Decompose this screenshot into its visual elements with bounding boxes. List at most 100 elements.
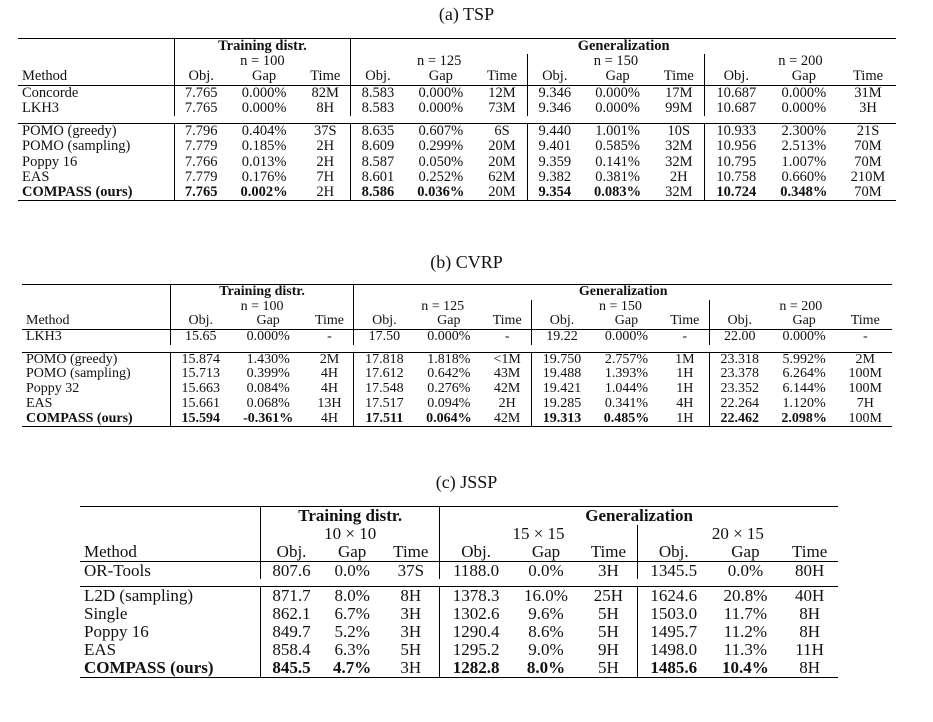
gap-value: 0.399% [246, 366, 290, 382]
method-name: POMO (sampling) [26, 366, 131, 382]
obj-value: 8.609 [350, 139, 405, 155]
gap-value: 0.000% [230, 329, 306, 345]
obj-value: 19.285 [531, 396, 593, 412]
obj-value: 23.352 [708, 381, 770, 397]
gap-value: 0.252% [418, 168, 464, 185]
column-label: Gap [614, 313, 639, 329]
gap-value: 1.120% [782, 395, 826, 411]
time-value: 3H [400, 604, 422, 624]
time-value: 2H [316, 138, 335, 155]
method-name: LKH3 [22, 99, 60, 116]
gap-value: 0.064% [414, 411, 484, 428]
tsp-caption: (a) TSP [438, 4, 495, 24]
column-label: Obj. [353, 313, 415, 330]
method-name: COMPASS (ours) [22, 411, 171, 428]
gap-value: 0.083% [581, 184, 654, 202]
obj-value: 7.779 [173, 139, 228, 155]
gap-value: 6.144% [782, 381, 826, 397]
column-label: Time [590, 541, 627, 561]
obj-value: 15.874 [169, 351, 231, 368]
obj-value: 845.5 [260, 658, 322, 678]
obj-value: 9.382 [527, 169, 582, 185]
obj-value: 862.1 [260, 605, 322, 624]
obj-value: 17.511 [353, 411, 415, 428]
column-label: Gap [531, 541, 561, 561]
time-value: 8H [382, 586, 440, 606]
table-row: OR-Tools 807.6 0.0% 37S 1188.0 0.0% 3H 1345.5 0.… [80, 560, 838, 580]
time-value: 4H [320, 381, 339, 397]
obj-value: 17.517 [353, 396, 415, 412]
gap-value: 0.185% [241, 138, 287, 155]
size-label: n = 125 [350, 53, 528, 70]
gap-value: 0.485% [592, 411, 661, 428]
time-value: 8H [799, 622, 821, 642]
column-label: Gap [428, 68, 453, 85]
obj-value: 9.440 [527, 123, 582, 140]
obj-value: 17.548 [353, 381, 415, 397]
column-label: Gap [256, 313, 280, 329]
gap-value: 0.348% [767, 184, 840, 202]
gap-value: 0.607% [404, 123, 477, 140]
method-name: Poppy 32 [26, 381, 80, 397]
method-name: EAS [26, 395, 53, 411]
gap-value: 11.2% [723, 622, 768, 642]
gap-value: 0.000% [769, 329, 839, 345]
time-value: 21S [840, 123, 896, 140]
time-value: 3H [382, 658, 440, 678]
gap-value: 0.276% [427, 381, 471, 397]
time-value: 8H [781, 658, 838, 678]
gap-value: 8.6% [528, 622, 564, 642]
time-value: 70M [854, 138, 882, 155]
method-name: Poppy 16 [22, 153, 78, 170]
size-label: n = 150 [527, 53, 705, 70]
obj-value: 1503.0 [636, 605, 710, 624]
gap-value: 0.000% [414, 329, 484, 345]
time-value: 3H [579, 560, 638, 580]
time-value: 1M [660, 351, 710, 368]
time-value: 6S [476, 123, 528, 140]
training-header: Training distr. [260, 505, 440, 525]
obj-value: 19.750 [531, 351, 593, 368]
table-row: POMO (sampling) 7.779 0.185% 2H 8.609 0.299% 2… [18, 138, 896, 155]
method-name: LKH3 [22, 329, 171, 345]
obj-value: 9.401 [527, 139, 582, 155]
column-header-row: Method Obj. Gap Time Obj. Gap Time Obj. Gap Time O… [22, 313, 892, 330]
gap-value: 0.050% [418, 153, 464, 170]
table-row: POMO (greedy) 15.874 1.430% 2M 17.818 1.818% <… [22, 351, 892, 368]
obj-value: 10.795 [703, 154, 768, 170]
size-label: n = 150 [531, 299, 710, 315]
obj-value: 1485.6 [636, 658, 710, 678]
gap-value: 2.098% [769, 411, 839, 428]
size-label: n = 125 [353, 299, 532, 315]
time-value: 2M [305, 351, 354, 368]
obj-value: 8.583 [350, 100, 405, 117]
time-value: - [838, 329, 892, 345]
obj-value: 1188.0 [439, 560, 513, 580]
method-name: POMO (sampling) [22, 138, 131, 155]
column-label: Obj. [636, 542, 710, 562]
size-label: n = 100 [173, 53, 351, 70]
gap-value: 2.757% [592, 351, 661, 368]
time-value: 32M [665, 153, 693, 170]
table-row: EAS 858.4 6.3% 5H 1295.2 9.0% 9H 1498.0 11.3% 11H [80, 641, 838, 659]
method-spacer [18, 38, 175, 55]
column-label: Time [850, 313, 880, 329]
size-label: 20 × 15 [636, 524, 838, 543]
obj-value: 7.766 [173, 154, 228, 170]
gap-value: 11.3% [723, 639, 768, 659]
time-value: 80H [781, 560, 838, 580]
gap-value: 4.7% [321, 658, 383, 678]
obj-value: 19.488 [531, 367, 593, 383]
table-row: POMO (sampling) 15.713 0.399% 4H 17.612 0.642… [22, 366, 892, 383]
obj-value: 9.346 [527, 100, 582, 117]
gap-value: 1.430% [230, 351, 306, 368]
gap-value: 1.044% [604, 381, 649, 397]
obj-value: 9.359 [527, 154, 582, 170]
gap-value: 5.2% [334, 622, 370, 642]
gap-value: -0.361% [230, 411, 306, 428]
time-value: 99M [665, 99, 693, 116]
obj-value: 22.264 [708, 396, 770, 412]
time-value: 37S [382, 560, 440, 580]
method-header: Method [22, 68, 68, 85]
gap-value: 0.000% [227, 84, 301, 101]
